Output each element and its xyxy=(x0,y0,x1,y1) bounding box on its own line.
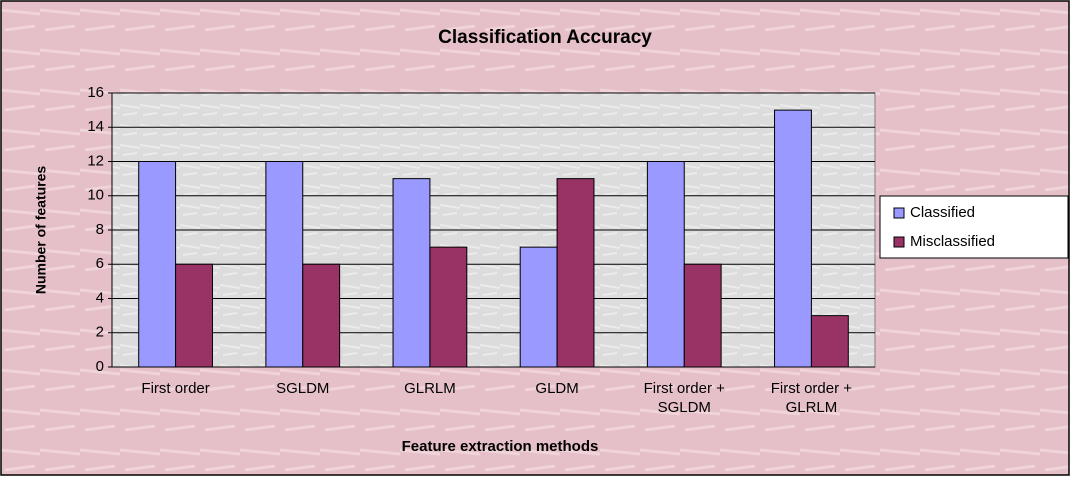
bar xyxy=(683,263,722,368)
y-tick-label: 10 xyxy=(87,187,104,204)
x-axis-title: Feature extraction methods xyxy=(402,438,599,455)
bar xyxy=(519,246,558,368)
bar xyxy=(392,178,431,368)
x-tick-label: SGLDM xyxy=(276,380,330,397)
legend-swatch xyxy=(893,236,905,248)
bar xyxy=(429,246,468,368)
bar xyxy=(774,109,812,368)
x-tick-label: GLDM xyxy=(535,380,579,397)
legend-label: Misclassified xyxy=(910,233,995,250)
chart-title: Classification Accuracy xyxy=(438,27,652,48)
y-tick-label: 16 xyxy=(87,84,104,101)
x-tick-label: GLRLM xyxy=(404,380,456,397)
y-tick-label: 4 xyxy=(96,289,104,306)
bar xyxy=(175,263,213,368)
bar xyxy=(556,178,595,368)
y-tick-label: 8 xyxy=(96,221,104,238)
legend-box xyxy=(879,195,1069,259)
x-tick-label: First order + SGLDM xyxy=(643,380,725,416)
bar xyxy=(265,161,304,368)
y-tick-label: 12 xyxy=(87,152,104,169)
x-tick-label: First order xyxy=(141,380,210,397)
bar xyxy=(138,161,177,368)
y-axis-title: Number of features xyxy=(33,166,49,295)
legend-swatch xyxy=(893,207,905,219)
legend-label: Classified xyxy=(910,204,975,221)
bar xyxy=(646,161,685,368)
x-tick-label: First order + GLRLM xyxy=(770,380,853,416)
bar xyxy=(810,315,849,368)
bar xyxy=(302,263,341,368)
y-tick-label: 6 xyxy=(96,255,104,272)
y-tick-label: 0 xyxy=(96,358,104,375)
y-tick-label: 2 xyxy=(96,324,104,341)
y-tick-label: 14 xyxy=(87,118,104,135)
